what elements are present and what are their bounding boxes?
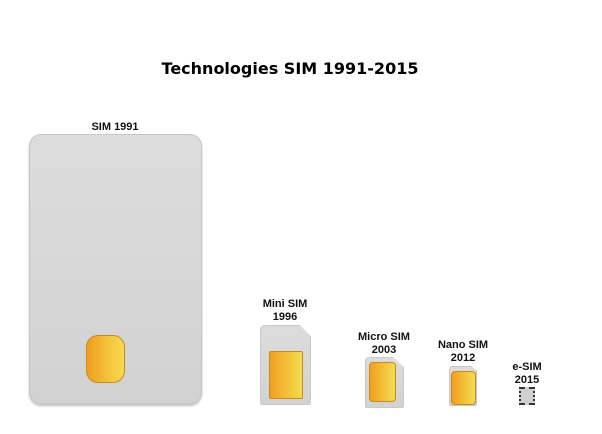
- nano-sim-card: [449, 366, 477, 406]
- sim-chip: [451, 371, 476, 405]
- sim-chip: [369, 362, 396, 402]
- esim-chip-icon: [519, 387, 535, 405]
- label-year: 2003: [371, 344, 397, 356]
- label-year: 2015: [514, 374, 540, 386]
- label-year: 2012: [450, 352, 476, 364]
- label-esim: e-SIM 2015: [482, 361, 572, 387]
- label-mini-sim: Mini SIM 1996: [240, 298, 330, 324]
- sim-chip: [86, 335, 125, 383]
- label-micro-sim: Micro SIM 2003: [339, 331, 429, 357]
- label-line: e-SIM: [512, 361, 542, 373]
- label-line: Mini SIM: [262, 298, 308, 310]
- label-year: 1996: [272, 311, 298, 323]
- label-line: SIM 1991: [91, 121, 139, 133]
- label-line: Nano SIM: [437, 339, 489, 351]
- sim-chip: [269, 351, 303, 399]
- label-line: Micro SIM: [358, 331, 410, 343]
- diagram-title: Technologies SIM 1991-2015: [161, 59, 419, 78]
- label-sim-1991: SIM 1991: [70, 121, 160, 134]
- micro-sim-card: [365, 357, 404, 408]
- label-nano-sim: Nano SIM 2012: [418, 339, 508, 365]
- mini-sim-card: [260, 325, 311, 405]
- full-size-sim-card: [29, 134, 202, 404]
